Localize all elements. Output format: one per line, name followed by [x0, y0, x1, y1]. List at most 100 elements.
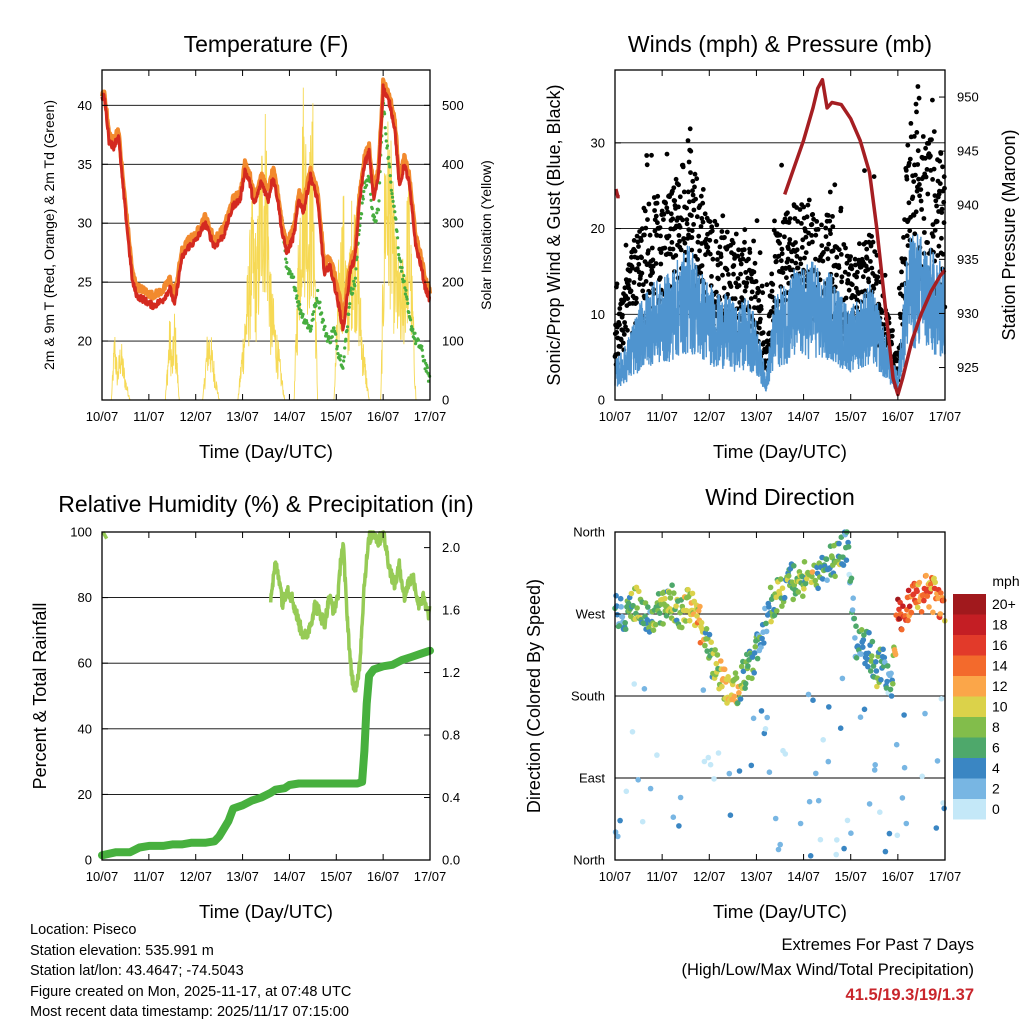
series-gust-point — [680, 164, 686, 170]
series-gust-point — [721, 285, 727, 291]
series-gust-point — [854, 297, 860, 303]
direction-point — [797, 820, 804, 827]
series-gust-point — [901, 235, 906, 240]
series-dewpoint-point — [317, 306, 321, 310]
series-gust-point — [700, 200, 706, 206]
series-dewpoint-point — [403, 292, 407, 296]
series-dewpoint-point — [388, 165, 392, 169]
legend-label: 8 — [992, 719, 1000, 735]
series-gust-point — [715, 257, 720, 262]
direction-point — [772, 815, 779, 822]
series-dewpoint-point — [322, 327, 326, 332]
y-right-tick-label: 1.6 — [442, 603, 460, 618]
series-gust-point — [921, 216, 927, 221]
series-dewpoint-point — [404, 288, 408, 292]
chart-title: Wind Direction — [705, 484, 855, 510]
series-gust-point — [910, 194, 916, 200]
direction-point — [777, 841, 783, 848]
series-gust-point — [846, 272, 851, 277]
series-dewpoint-point — [394, 217, 398, 221]
series-gust-point — [636, 282, 642, 287]
legend-label: 18 — [992, 617, 1008, 633]
series-dewpoint-point — [374, 219, 378, 223]
series-gust-point — [661, 217, 666, 223]
series-dewpoint-point — [370, 207, 374, 211]
series-rh-fragment — [101, 531, 109, 540]
x-axis-label: Time (Day/UTC) — [713, 441, 847, 462]
x-tick-label: 14/07 — [273, 409, 306, 424]
x-tick-label: 15/07 — [320, 869, 353, 884]
legend-swatch — [953, 717, 986, 738]
direction-point — [905, 617, 911, 624]
series-gust-point — [914, 188, 920, 194]
series-gust-point — [620, 340, 626, 346]
series-gust-point — [736, 247, 741, 253]
series-gust-point — [682, 240, 688, 246]
series-gust-point — [756, 325, 762, 331]
series-gust-point — [803, 250, 809, 256]
series-gust-point — [620, 312, 625, 318]
direction-point — [934, 758, 941, 764]
direction-point — [914, 604, 921, 611]
direction-point — [857, 714, 864, 720]
direction-point — [871, 767, 878, 773]
series-gust-point — [666, 233, 672, 239]
series-dewpoint-point — [414, 342, 418, 346]
series-gust-point — [645, 217, 650, 223]
x-tick-label: 14/07 — [787, 869, 820, 884]
series-gust-point — [670, 246, 676, 252]
legend-label: 2 — [992, 781, 1000, 797]
direction-point — [641, 686, 648, 692]
series-gust-point — [902, 256, 908, 262]
series-gust-point — [632, 248, 638, 254]
direction-point — [866, 801, 873, 807]
series-gust-point — [733, 280, 739, 286]
direction-point — [663, 613, 670, 619]
direction-point — [868, 658, 875, 664]
series-gust-point — [642, 208, 648, 214]
created-text: Figure created on Mon, 2025-11-17, at 07… — [30, 983, 352, 1000]
y-right-tick-label: 950 — [957, 90, 979, 105]
direction-point — [807, 853, 814, 859]
series-gust-point — [787, 216, 793, 222]
series-dewpoint-point — [387, 155, 391, 159]
series-gust-point — [700, 187, 706, 192]
direction-point — [707, 761, 714, 768]
direction-point — [764, 714, 770, 721]
series-gust-point — [685, 138, 691, 144]
plot-frame — [101, 531, 431, 861]
series-gust-point — [680, 217, 685, 223]
direction-point — [652, 621, 659, 628]
series-gust-point — [866, 279, 872, 285]
series-gust-point — [846, 287, 852, 293]
direction-point — [613, 592, 619, 599]
direction-point — [802, 580, 809, 587]
series-gust-point — [854, 274, 859, 280]
series-gust-point — [662, 245, 668, 251]
direction-point — [761, 730, 768, 737]
series-gust-point — [813, 256, 818, 262]
series-gust-point — [903, 168, 909, 173]
direction-point — [708, 639, 714, 645]
legend-label: 6 — [992, 740, 1000, 756]
direction-point — [819, 576, 826, 582]
direction-point — [660, 621, 666, 627]
legend-label: 4 — [992, 760, 1000, 776]
direction-point — [848, 830, 854, 836]
series-gust-point — [644, 162, 650, 168]
direction-point — [705, 754, 712, 761]
series-gust-point — [707, 237, 713, 243]
direction-point — [631, 681, 637, 687]
series-gust-point — [779, 162, 784, 168]
series-gust-point — [705, 244, 711, 250]
direction-point — [834, 837, 840, 843]
direction-point — [700, 687, 707, 693]
series-gust-point — [937, 188, 942, 194]
series-gust-point — [830, 214, 835, 219]
direction-point — [758, 644, 764, 650]
series-gust-point — [789, 258, 795, 264]
series-gust-point — [633, 295, 639, 301]
direction-point — [906, 603, 913, 610]
series-gust-point — [668, 251, 673, 257]
direction-point — [736, 768, 743, 774]
